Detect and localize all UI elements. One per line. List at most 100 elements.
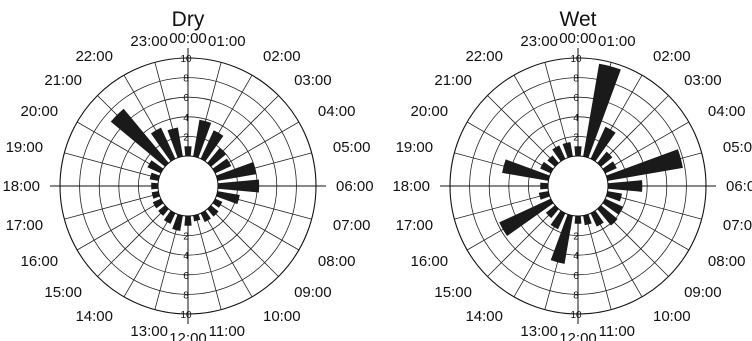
wet-spoke — [487, 206, 558, 277]
wet-ring-label-top: 6 — [573, 93, 579, 104]
dry-spoke — [154, 214, 181, 310]
wet-bar-0700 — [606, 191, 623, 202]
wet-bar-0400 — [602, 161, 617, 174]
wet-hour-label: 17:00 — [396, 217, 434, 234]
wet-hour-label: 19:00 — [396, 139, 434, 156]
dry-spoke — [123, 211, 174, 298]
dry-hour-label: 17:00 — [6, 217, 44, 234]
wet-spoke — [487, 95, 558, 166]
wet-rose-chart: Wet 2 2 4 4 6 6 8 8 10 10 00:00 01:00 02:00 03:00 04:00… — [392, 8, 752, 341]
dry-hour-label: 18:00 — [2, 178, 40, 195]
dry-bar-1300 — [172, 214, 183, 232]
dry-spoke — [64, 152, 160, 179]
wet-bar-0600 — [607, 180, 643, 192]
dry-ring-label-top: 6 — [183, 93, 189, 104]
wet-bar-0500 — [606, 149, 683, 181]
dry-ring-label-bottom: 6 — [183, 271, 189, 282]
wet-hour-label: 10:00 — [653, 308, 691, 325]
dry-spoke — [208, 206, 279, 277]
wet-hour-label: 20:00 — [411, 103, 449, 120]
dry-bar-0200 — [200, 130, 224, 162]
dry-spoke — [76, 200, 163, 251]
dry-hour-label: 02:00 — [263, 48, 301, 65]
wet-ring-label-top: 4 — [573, 113, 579, 124]
wet-bar-2300 — [562, 141, 573, 158]
wet-bar-0900 — [597, 205, 618, 226]
dry-hour-label: 05:00 — [333, 139, 371, 156]
dry-ring-label-bottom: 8 — [183, 290, 189, 301]
wet-ring-label-top: 10 — [570, 54, 582, 65]
wet-ring-label-top: 8 — [573, 74, 579, 85]
dry-bar-2200 — [150, 127, 176, 162]
wet-bar-1100 — [583, 214, 592, 226]
dry-hour-label: 14:00 — [75, 308, 113, 325]
dry-hour-label: 23:00 — [130, 33, 168, 50]
wet-ring-label-bottom: 6 — [573, 271, 579, 282]
wet-bar-0000 — [574, 146, 582, 157]
wet-hour-label: 21:00 — [434, 72, 472, 89]
wet-bar-2200 — [552, 145, 566, 162]
dry-ring-label-top: 10 — [180, 54, 192, 65]
dry-spoke — [76, 121, 163, 172]
wet-bar-2000 — [540, 161, 554, 174]
wet-ring-label-bottom: 2 — [573, 232, 579, 243]
wet-bar-0100 — [583, 63, 621, 158]
wet-hour-label: 15:00 — [434, 284, 472, 301]
dry-bar-1000 — [200, 210, 211, 223]
wet-hour-label: 08:00 — [708, 253, 746, 270]
dry-hour-label: 10:00 — [263, 308, 301, 325]
dry-spoke — [97, 206, 168, 277]
dry-hour-label: 15:00 — [44, 284, 82, 301]
dry-spoke — [213, 200, 300, 251]
dry-bar-2100 — [110, 108, 169, 167]
dry-spoke — [195, 214, 222, 310]
dry-hour-label: 03:00 — [294, 72, 332, 89]
dry-hour-label: 13:00 — [130, 323, 168, 340]
wet-bar-0800 — [602, 198, 624, 215]
wet-hour-label: 07:00 — [723, 217, 752, 234]
dry-bar-1700 — [151, 191, 160, 199]
wet-bar-1000 — [590, 210, 604, 227]
dry-bar-0300 — [207, 147, 227, 167]
dry-bar-0800 — [212, 198, 223, 208]
dry-title: Dry — [172, 8, 205, 31]
dry-bar-1900 — [149, 172, 160, 181]
dry-ring-label-top: 4 — [183, 113, 189, 124]
dry-hour-label: 20:00 — [21, 103, 59, 120]
wet-hour-label: 16:00 — [411, 253, 449, 270]
wet-hour-label: 09:00 — [684, 284, 722, 301]
dry-bar-0600 — [217, 179, 260, 193]
wet-bar-1400 — [550, 210, 566, 230]
wet-bar-1700 — [538, 191, 550, 200]
wet-spoke — [606, 193, 702, 220]
wet-hour-label: 02:00 — [653, 48, 691, 65]
dry-hour-label: 16:00 — [21, 253, 59, 270]
dry-hour-label: 12:00 — [169, 330, 207, 341]
dry-hour-label: 21:00 — [44, 72, 82, 89]
wet-hour-label: 00:00 — [559, 30, 597, 47]
dry-hour-label: 00:00 — [169, 30, 207, 47]
dry-hour-label: 07:00 — [333, 217, 371, 234]
dry-bar-1500 — [158, 205, 169, 216]
dry-hour-label: 01:00 — [208, 33, 246, 50]
dry-hour-label: 08:00 — [318, 253, 356, 270]
dry-ring-label-bottom: 10 — [180, 310, 192, 321]
dry-hour-label: 06:00 — [336, 178, 374, 195]
wet-bar-1800 — [540, 182, 549, 190]
wet-hour-label: 04:00 — [708, 103, 746, 120]
dry-hour-label: 19:00 — [6, 139, 44, 156]
dry-hour-label: 22:00 — [75, 48, 113, 65]
wet-spoke — [603, 121, 690, 172]
wet-bar-1200 — [574, 215, 582, 224]
wet-spoke — [466, 121, 553, 172]
wet-spoke — [544, 62, 571, 158]
dry-bar-0400 — [212, 158, 232, 174]
wet-bar-2100 — [547, 155, 559, 167]
dry-ring-label-bottom: 4 — [183, 251, 189, 262]
wet-hour-label: 23:00 — [520, 33, 558, 50]
wet-hour-label: 03:00 — [684, 72, 722, 89]
wet-hour-label: 22:00 — [465, 48, 503, 65]
dry-bar-2000 — [147, 160, 164, 174]
dry-rose-chart: Dry 2 2 4 4 6 6 8 8 10 10 00:00 01:00 02:00 03:00 04:00… — [2, 8, 373, 341]
